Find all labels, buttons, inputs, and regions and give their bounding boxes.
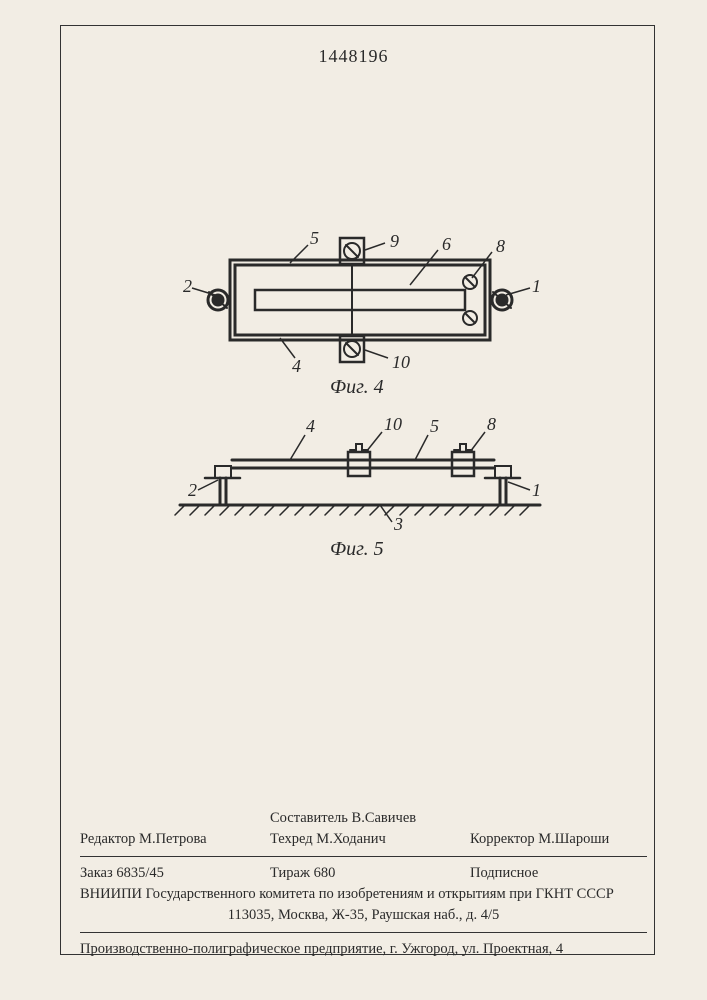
label-2: 2 [188, 480, 197, 500]
tirazh: Тираж 680 [270, 863, 470, 884]
sostavitel: Составитель В.Савичев [270, 808, 470, 829]
credits-block: Составитель В.Савичев Редактор М.Петрова… [80, 808, 647, 960]
label-2: 2 [183, 276, 192, 296]
redaktor: Редактор М.Петрова [80, 829, 270, 850]
label-10: 10 [392, 352, 410, 372]
korrektor: Корректор М.Шароши [470, 829, 647, 850]
label-10: 10 [384, 414, 402, 434]
label-5: 5 [310, 228, 319, 248]
tekhred: Техред М.Ходанич [270, 829, 470, 850]
zakaz: Заказ 6835/45 [80, 863, 270, 884]
patent-number: 1448196 [319, 46, 389, 67]
fig5-caption: Фиг. 5 [330, 538, 384, 560]
figure-4: 2 1 5 9 6 8 4 10 Фиг. 4 [180, 230, 550, 400]
fig4-caption: Фиг. 4 [330, 376, 384, 398]
label-3: 3 [393, 514, 403, 534]
label-1: 1 [532, 480, 541, 500]
label-9: 9 [390, 231, 399, 251]
label-8: 8 [487, 414, 496, 434]
printer-line: Производственно-полиграфическое предприя… [80, 939, 647, 960]
label-4: 4 [292, 356, 301, 376]
org-line1: ВНИИПИ Государственного комитета по изоб… [80, 884, 647, 905]
org-line2: 113035, Москва, Ж-35, Раушская наб., д. … [80, 905, 647, 926]
podpisnoe: Подписное [470, 863, 647, 884]
label-4: 4 [306, 416, 315, 436]
figure-5: 2 1 4 10 5 8 3 Фиг. 5 [160, 410, 560, 560]
label-6: 6 [442, 234, 451, 254]
label-1: 1 [532, 276, 541, 296]
label-8: 8 [496, 236, 505, 256]
label-5: 5 [430, 416, 439, 436]
